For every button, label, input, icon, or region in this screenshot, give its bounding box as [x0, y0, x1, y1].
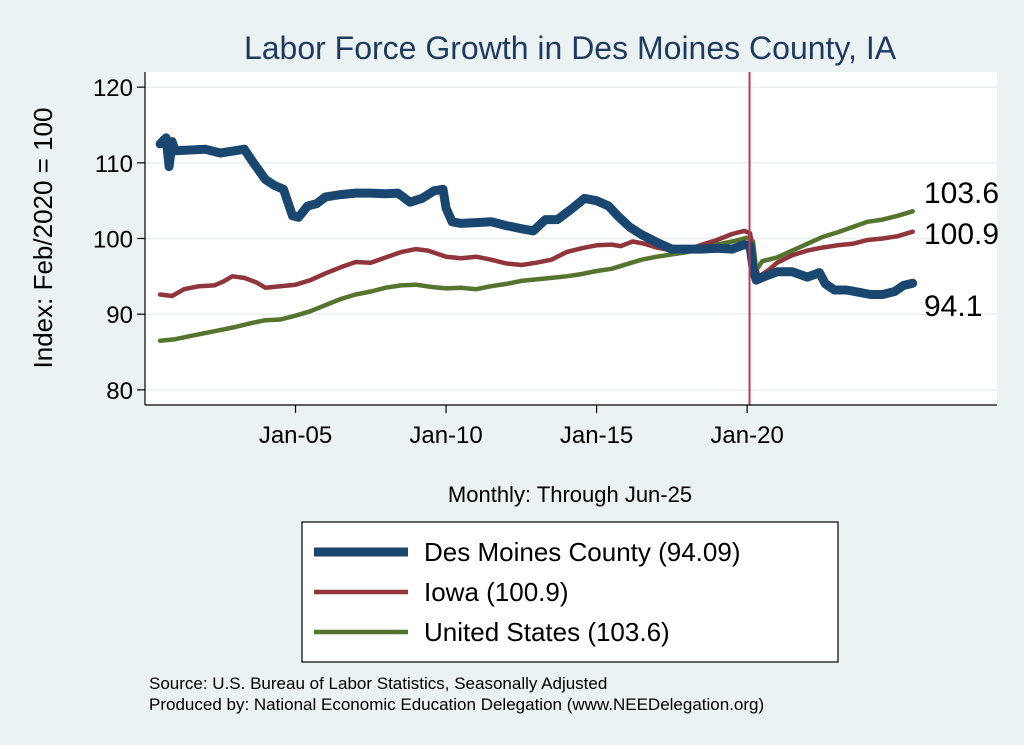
x-tick-label: Jan-15: [560, 422, 633, 449]
y-tick-label: 90: [106, 302, 133, 329]
series-lines: [155, 133, 918, 343]
y-axis-title: Index: Feb/2020 = 100: [28, 108, 58, 369]
source-line: Source: U.S. Bureau of Labor Statistics,…: [149, 674, 607, 693]
series-end-label: 94.1: [924, 290, 982, 323]
grid: [145, 86, 997, 391]
legend-label: United States (103.6): [424, 617, 670, 647]
y-ticks: 80 90 100 110 120: [93, 75, 145, 405]
chart-title: Labor Force Growth in Des Moines County,…: [244, 30, 897, 66]
x-tick-label: Jan-05: [259, 422, 332, 449]
legend: Des Moines County (94.09) Iowa (100.9) Uni…: [301, 521, 839, 663]
y-tick-label: 80: [106, 378, 133, 405]
y-tick-label: 120: [93, 75, 133, 102]
series-line-1: [157, 228, 915, 299]
end-labels: 94.1 100.9 103.6: [924, 177, 999, 323]
x-axis-title: Monthly: Through Jun-25: [448, 482, 692, 507]
x-tick-label: Jan-10: [409, 422, 482, 449]
legend-label: Iowa (100.9): [424, 577, 569, 607]
y-tick-label: 110: [95, 151, 133, 178]
y-tick-label: 100: [93, 227, 133, 254]
series-end-label: 100.9: [924, 218, 999, 251]
series-end-label: 103.6: [924, 177, 999, 210]
x-tick-label: Jan-20: [710, 422, 783, 449]
produced-by-line: Produced by: National Economic Education…: [149, 695, 764, 714]
legend-label: Des Moines County (94.09): [424, 537, 740, 567]
series-line-0: [155, 133, 918, 299]
series-line-2: [157, 209, 915, 343]
x-ticks: Jan-05 Jan-10 Jan-15 Jan-20: [259, 405, 784, 449]
